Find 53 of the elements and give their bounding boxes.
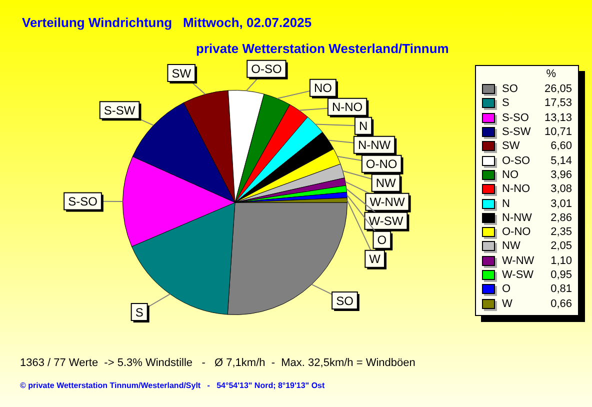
legend-label: NW [502, 240, 522, 252]
slice-label: N-NO [332, 100, 363, 114]
data-label: 3,08 [550, 183, 573, 196]
legend-label: W-SW [502, 269, 535, 281]
chart-title: Verteilung Windrichtung Mittwoch, 02.07.2025 [22, 15, 312, 30]
data-label: 2,05 [550, 240, 573, 252]
legend-label: O [502, 283, 512, 296]
slice-label: W-SW [368, 214, 404, 228]
data-label: 3,96 [550, 168, 573, 181]
data-label: 6,60 [550, 140, 573, 152]
data-label: 0,66 [550, 298, 573, 310]
text: 1363 / 77 Werte -> 5.3% Windstille - Ø 7,1km/h - Max. 32,5km/h = Windböen [20, 357, 416, 369]
legend-label: N [502, 198, 511, 210]
legend-label: W [502, 298, 514, 310]
slice-label: O [377, 233, 387, 248]
legend-label: N-NO [502, 183, 532, 196]
slice-label: N-NW [358, 138, 392, 152]
slice-label: S-SO [68, 194, 98, 209]
legend-label: S-SO [502, 112, 530, 124]
data-label: 3,01 [550, 198, 573, 210]
slice-label: W-NW [370, 195, 406, 210]
legend-label: N-NW [502, 212, 533, 224]
slice-label: W [369, 252, 382, 266]
slice-label: O-NO [366, 157, 398, 172]
legend-label: NO [502, 168, 520, 181]
text: © private Wetterstation Tinnum/Westerland/Sylt - 54°54'13" Nord; 8°19'13" Ost [20, 381, 325, 390]
data-label: 26,05 [544, 83, 573, 96]
legend-label: O-SO [502, 154, 532, 167]
chart-subtitle: private Wetterstation Westerland/Tinnum [196, 41, 449, 56]
legend-label: O-NO [502, 226, 532, 238]
data-label: 2,86 [550, 212, 573, 224]
legend-label: SW [502, 140, 521, 152]
slice-label: S-SW [104, 103, 136, 118]
data-label: 1,10 [550, 254, 573, 267]
data-label: 5,14 [550, 154, 573, 167]
slice-label: NW [376, 176, 396, 190]
legend-label: S [502, 97, 510, 110]
data-label: 2,35 [550, 226, 573, 238]
data-label: 10,71 [544, 126, 573, 138]
slice-label: N [358, 119, 368, 134]
legend-label: S-SW [502, 126, 532, 138]
legend-title: % [545, 68, 557, 82]
slice-label: O-SO [251, 62, 282, 76]
data-label: 17,53 [544, 97, 573, 110]
data-label: 0,95 [550, 269, 573, 281]
data-label: 13,13 [544, 112, 573, 124]
legend-label: W-NW [502, 254, 536, 267]
slice-label: NO [314, 81, 332, 96]
data-label: 0,81 [550, 283, 573, 296]
slice-label: SO [336, 294, 354, 308]
legend-label: SO [502, 83, 519, 96]
slice-label: S [135, 305, 144, 320]
slice-label: SW [172, 66, 192, 80]
